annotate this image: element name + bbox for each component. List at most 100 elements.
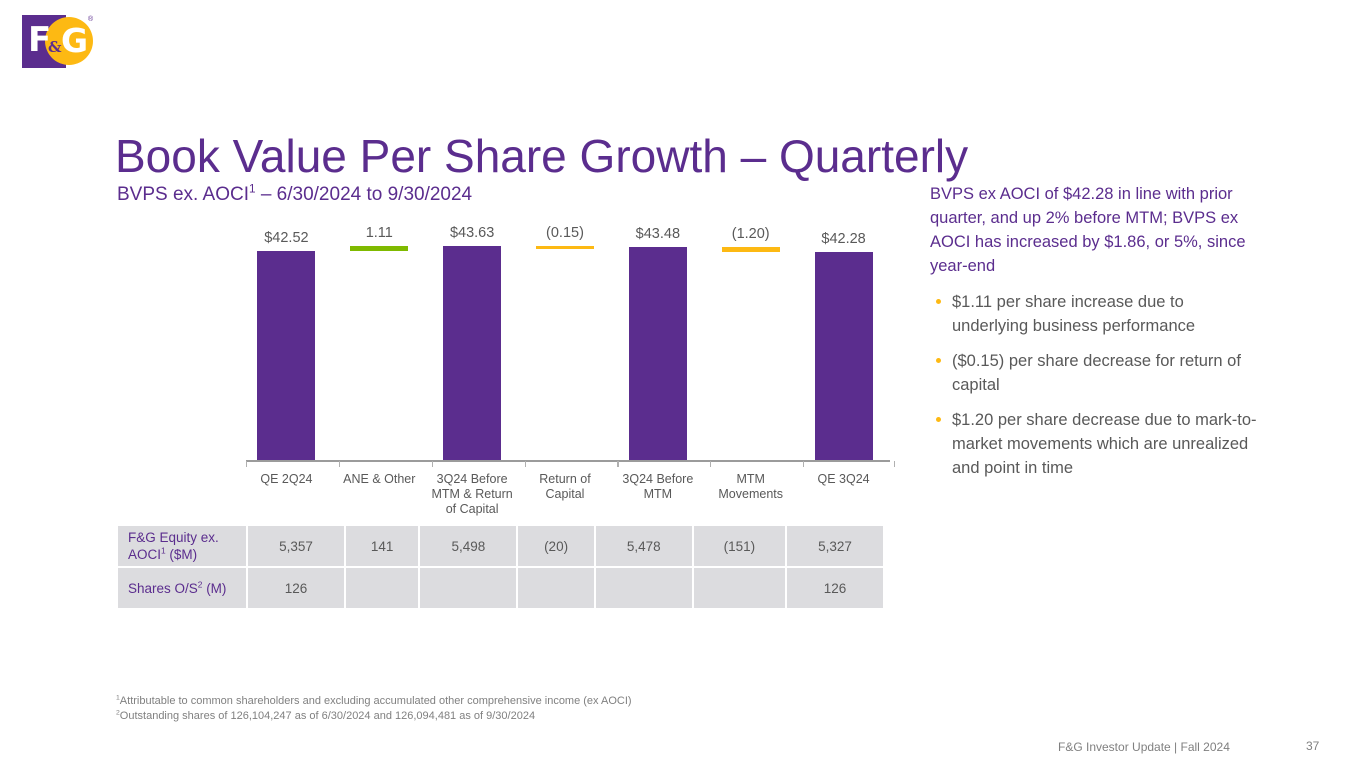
- chart-category-label-line: Return of: [539, 472, 591, 486]
- chart-axis-tick: [246, 461, 248, 467]
- table-cell: 5,478: [595, 526, 692, 566]
- chart-category-label: ANE & Other: [333, 472, 426, 487]
- chart-category-label-line: 3Q24 Before: [436, 472, 508, 486]
- table-row-header-text: Shares O/S: [128, 580, 198, 596]
- fg-logo: F G & ®: [22, 15, 94, 68]
- chart-category-label-line: MTM & Return: [431, 487, 513, 501]
- table-cell: 5,327: [787, 526, 883, 566]
- chart-category-label: 3Q24 Before MTM: [611, 472, 704, 502]
- chart-bar-value-label: 1.11: [365, 224, 393, 241]
- commentary-bullet-text: $1.20 per share decrease due to mark-to-…: [952, 411, 1257, 477]
- chart-category-label-line: 3Q24 Before: [622, 472, 694, 486]
- footnote-marker: 2: [116, 709, 120, 717]
- chart-bar-value-label: (0.15): [546, 224, 584, 241]
- chart-bar: [721, 246, 780, 253]
- chart-category-label-line: Movements: [718, 487, 783, 501]
- chart-category-label: 3Q24 Before MTM & Return of Capital: [426, 472, 519, 517]
- supporting-data-table: F&G Equity ex. AOCI1 ($M) 5,357 141 5,498 (2…: [116, 524, 885, 610]
- chart-bar-value-label: $42.28: [821, 231, 866, 248]
- commentary-bullet-text: ($0.15) per share decrease for return of…: [952, 352, 1241, 394]
- chart-bar: [443, 245, 502, 460]
- chart-category-labels: QE 2Q24 ANE & Other 3Q24 Before MTM & Retur…: [240, 468, 890, 528]
- table-row-header-suffix: ($M): [165, 547, 198, 562]
- footer-text: F&G Investor Update | Fall 2024: [1058, 740, 1230, 754]
- chart-x-axis-line: [246, 460, 890, 462]
- chart-bar-value-label: (1.20): [731, 225, 770, 242]
- chart-subtitle-pre: BVPS ex. AOCI: [117, 184, 249, 205]
- chart-bar-value-label: $43.63: [449, 224, 495, 241]
- chart-subtitle: BVPS ex. AOCI1 – 6/30/2024 to 9/30/2024: [117, 183, 472, 207]
- chart-category-label: QE 3Q24: [797, 472, 890, 487]
- table-cell: 141: [345, 526, 419, 566]
- bullet-dot-icon: [936, 417, 941, 422]
- table-cell: 5,357: [248, 526, 344, 566]
- commentary-bullet: $1.11 per share increase due to underlyi…: [930, 290, 1260, 338]
- commentary-bullet: ($0.15) per share decrease for return of…: [930, 349, 1260, 397]
- chart-axis-tick: [894, 461, 896, 467]
- table-row-header-suffix: (M): [202, 580, 227, 596]
- logo-ampersand: &: [48, 38, 62, 56]
- page-title: Book Value Per Share Growth – Quarterly: [115, 129, 969, 182]
- chart-bar-value-label: $43.48: [635, 225, 681, 242]
- table-cell: [595, 568, 692, 608]
- footnote-text: Outstanding shares of 126,104,247 as of …: [119, 710, 536, 722]
- commentary-bullet-text: $1.11 per share increase due to underlyi…: [952, 293, 1196, 335]
- table-cell: (151): [693, 526, 785, 566]
- table-row-header: Shares O/S2 (M): [118, 568, 246, 608]
- bvps-waterfall-chart: QE 2Q24 ANE & Other 3Q24 Before MTM & Retur…: [240, 225, 896, 528]
- chart-bar: [257, 251, 316, 460]
- bullet-dot-icon: [936, 358, 941, 363]
- commentary-lead-text: BVPS ex AOCI of $42.28 in line with prio…: [930, 185, 1246, 275]
- chart-category-label: Return of Capital: [519, 472, 612, 502]
- chart-subtitle-footnote-ref: 1: [249, 182, 256, 196]
- chart-axis-tick: [803, 461, 805, 467]
- commentary-bullet-list: $1.11 per share increase due to underlyi…: [930, 290, 1260, 480]
- commentary-bullet: $1.20 per share decrease due to mark-to-…: [930, 408, 1260, 480]
- footnote: 2Outstanding shares of 126,104,247 as of…: [116, 709, 632, 724]
- chart-category-label-line: QE 3Q24: [817, 472, 870, 486]
- footnote-text: Attributable to common shareholders and …: [119, 695, 632, 707]
- chart-category-label-line: ANE & Other: [343, 472, 416, 486]
- commentary-panel: BVPS ex AOCI of $42.28 in line with prio…: [930, 182, 1260, 491]
- footnotes: 1Attributable to common shareholders and…: [116, 694, 632, 724]
- chart-axis-tick: [617, 461, 619, 467]
- chart-plot-area: [240, 236, 890, 461]
- chart-axis-tick: [710, 461, 712, 467]
- chart-axis-tick: [524, 461, 526, 467]
- footnote-marker: 1: [116, 694, 120, 702]
- logo-letter-g: G: [61, 21, 89, 60]
- data-table-body: F&G Equity ex. AOCI1 ($M) 5,357 141 5,498 (2…: [118, 526, 883, 608]
- chart-bar: [350, 245, 409, 252]
- table-cell: [693, 568, 785, 608]
- table-row-header-text: F&G Equity ex. AOCI: [128, 530, 219, 562]
- bullet-dot-icon: [936, 299, 941, 304]
- table-cell: 5,498: [420, 526, 517, 566]
- footnote: 1Attributable to common shareholders and…: [116, 694, 632, 709]
- logo-letter-f: F: [28, 20, 52, 60]
- table-cell: [345, 568, 419, 608]
- table-cell: [420, 568, 517, 608]
- chart-bar: [628, 246, 687, 460]
- table-row: F&G Equity ex. AOCI1 ($M) 5,357 141 5,498 (2…: [118, 526, 883, 566]
- table-row: Shares O/S2 (M) 126 126: [118, 568, 883, 608]
- table-cell: [518, 568, 594, 608]
- logo-yellow-circle: [45, 17, 93, 65]
- table-cell: 126: [248, 568, 344, 608]
- chart-bar: [536, 245, 594, 249]
- chart-bar-value-label: $42.52: [264, 230, 309, 247]
- chart-axis-tick: [431, 461, 433, 467]
- registered-trademark-icon: ®: [88, 16, 94, 23]
- table-cell: (20): [518, 526, 594, 566]
- page-number: 37: [1306, 739, 1320, 753]
- chart-subtitle-post: – 6/30/2024 to 9/30/2024: [255, 184, 473, 205]
- table-row-header-footnote-ref: 2: [197, 579, 203, 589]
- chart-bar: [814, 252, 873, 460]
- chart-category-label-line: of Capital: [445, 502, 499, 516]
- chart-category-label: QE 2Q24: [240, 472, 333, 487]
- table-cell: 126: [787, 568, 883, 608]
- chart-category-label-line: Capital: [545, 487, 585, 501]
- chart-category-label: MTM Movements: [704, 472, 797, 502]
- table-row-header: F&G Equity ex. AOCI1 ($M): [118, 526, 246, 566]
- chart-category-label-line: MTM: [643, 487, 673, 501]
- chart-axis-tick: [338, 461, 341, 467]
